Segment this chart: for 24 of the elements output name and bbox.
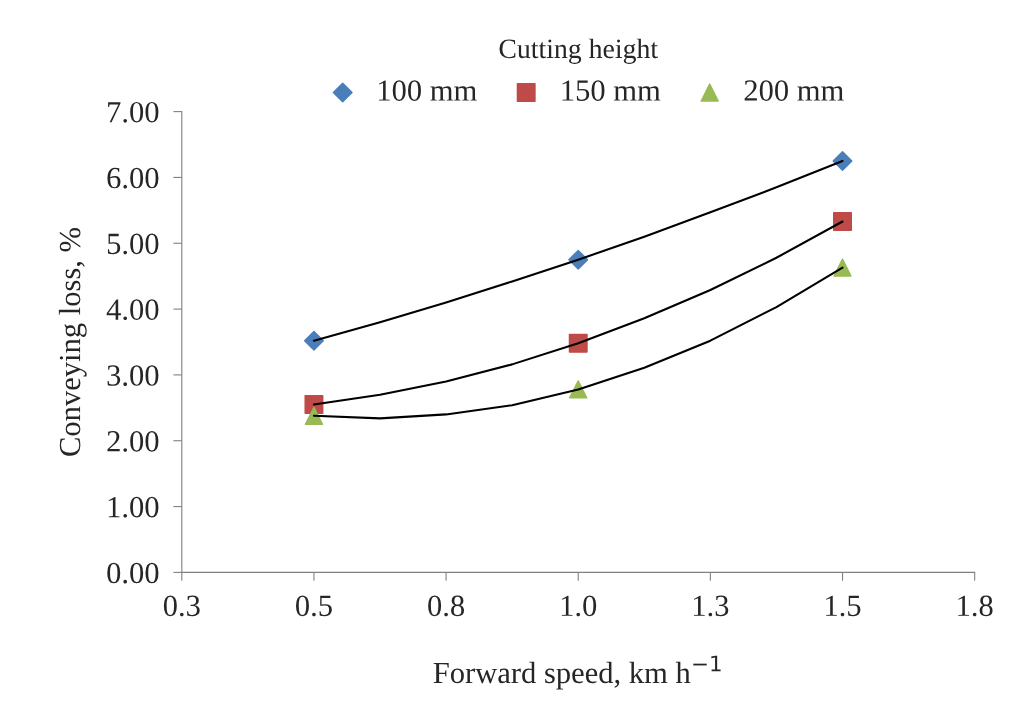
y-tick-label: 3.00	[107, 365, 159, 386]
point	[833, 212, 852, 232]
legend-label: 200 mm	[744, 80, 844, 101]
x-tick-label: 1.5	[826, 595, 861, 617]
y-tick-label: 6.00	[107, 167, 159, 189]
y-tick-label: 2.00	[107, 431, 159, 452]
x-axis-title: Forward speed, km h$^{−1}$	[433, 655, 721, 690]
point	[304, 406, 324, 425]
x-tick-label: 0.8	[428, 595, 465, 617]
y-axis-title: Conveying loss, %	[58, 228, 87, 456]
point	[303, 330, 324, 351]
legend-label: 100 mm	[378, 80, 477, 101]
x-tick-label: 1.0	[561, 595, 597, 617]
y-tick-label: 4.00	[106, 299, 159, 321]
y-tick-label: 0.00	[107, 562, 159, 584]
y-tick-label: 5.00	[107, 233, 159, 255]
y-tick-label: 1.00	[108, 496, 159, 518]
legend-label: 150 mm	[562, 80, 661, 101]
y-tick-label: 7.00	[108, 101, 159, 123]
x-tick-label: 1.8	[958, 595, 993, 617]
x-tick-label: 1.3	[693, 595, 729, 617]
x-tick-label: 0.5	[296, 595, 332, 617]
x-tick-label: 0.3	[163, 595, 200, 617]
legend-title: Cutting height	[499, 38, 658, 64]
